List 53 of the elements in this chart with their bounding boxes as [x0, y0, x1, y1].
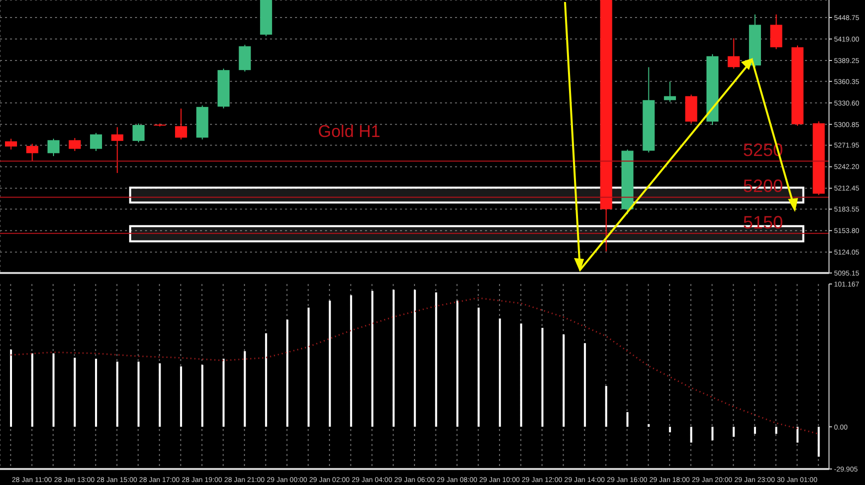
bar	[754, 426, 756, 434]
candlestick	[68, 138, 81, 152]
bar	[116, 362, 118, 427]
bar	[435, 292, 438, 427]
text: Gold H1	[318, 122, 380, 142]
bar	[584, 343, 586, 427]
bar	[668, 426, 671, 432]
candlestick	[770, 14, 782, 50]
candlestick	[90, 132, 102, 152]
candlestick	[5, 138, 17, 150]
bar	[818, 426, 820, 457]
candlestick	[132, 123, 145, 143]
candlestick	[111, 126, 124, 174]
bar	[158, 363, 161, 427]
bar	[414, 290, 416, 427]
bar	[31, 353, 34, 427]
bar	[796, 426, 798, 443]
bar	[350, 295, 352, 427]
bar	[732, 426, 735, 437]
bar	[626, 412, 628, 427]
bar	[520, 323, 522, 427]
bar	[286, 320, 288, 427]
bar	[605, 386, 608, 427]
bar	[138, 362, 140, 427]
bar	[456, 300, 458, 427]
bar	[244, 351, 246, 427]
bar	[10, 350, 12, 427]
bar	[180, 366, 182, 427]
bar	[498, 318, 501, 427]
candlestick	[664, 81, 676, 102]
bar	[52, 353, 55, 427]
bar	[562, 334, 565, 427]
bar	[478, 308, 480, 427]
candlestick	[728, 38, 740, 70]
line-series	[10, 297, 820, 435]
bar	[222, 358, 225, 427]
bar	[371, 290, 374, 427]
bar	[265, 333, 268, 427]
bar	[541, 328, 544, 427]
bar	[74, 358, 76, 427]
bar	[775, 426, 778, 434]
bar	[711, 426, 714, 440]
bar	[201, 364, 204, 427]
candlestick	[26, 143, 38, 162]
candlestick	[175, 108, 188, 140]
bar	[328, 300, 331, 427]
bar	[690, 426, 692, 443]
candlestick	[238, 44, 251, 72]
bar	[392, 290, 395, 427]
bar	[648, 424, 650, 427]
candlestick	[48, 138, 60, 157]
bar	[308, 308, 310, 427]
bar	[95, 358, 98, 427]
